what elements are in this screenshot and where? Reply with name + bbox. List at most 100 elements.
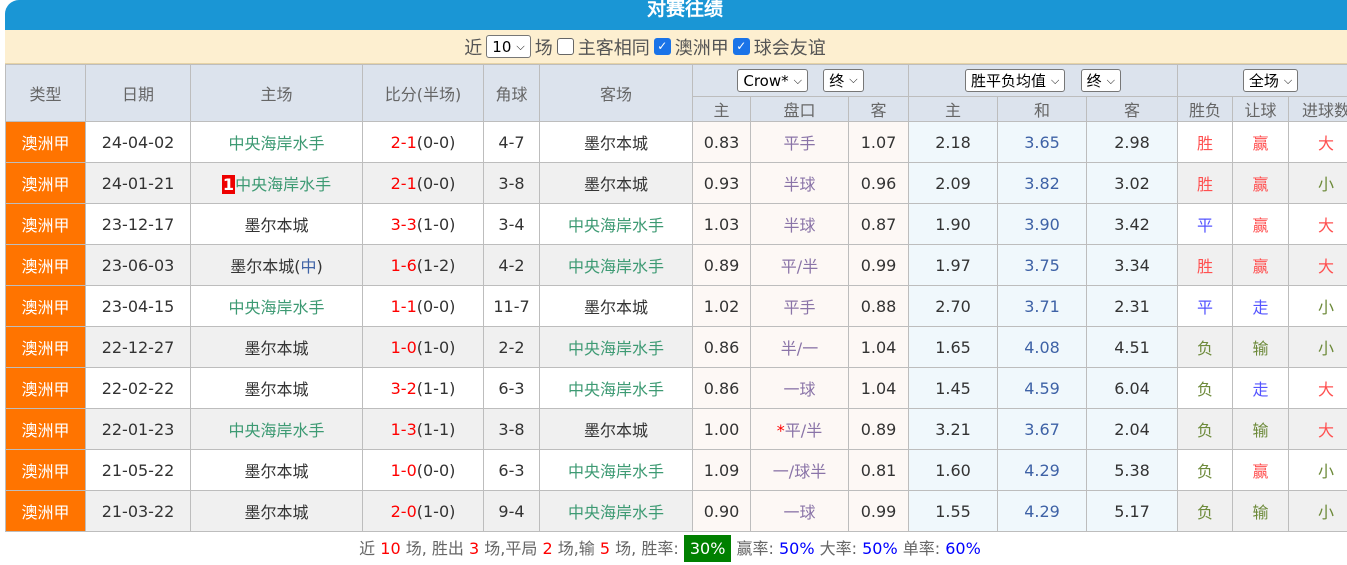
full-score: 2-1 — [391, 174, 417, 193]
full-score: 2-0 — [391, 502, 417, 521]
ah-line-cell[interactable]: 一球 — [751, 491, 849, 532]
eu-home-odds: 2.70 — [909, 286, 998, 327]
ah-line-cell[interactable]: 半球 — [751, 163, 849, 204]
score-cell[interactable]: 2-0(1-0) — [363, 491, 484, 532]
ah-away-odds: 0.99 — [849, 245, 909, 286]
ah-away-odds: 0.99 — [849, 491, 909, 532]
ah-line-cell[interactable]: *平/半 — [751, 409, 849, 450]
away-team-link[interactable]: 墨尔本城 — [584, 175, 648, 194]
league-cell[interactable]: 澳洲甲 — [6, 286, 86, 327]
date-cell: 23-04-15 — [86, 286, 191, 327]
match-count-select[interactable]: 10⌵ — [486, 35, 530, 58]
same-home-away-checkbox[interactable] — [557, 38, 574, 55]
ah-home-odds: 1.09 — [693, 450, 751, 491]
ah-stage-select[interactable]: 终⌵ — [823, 69, 863, 92]
away-team-link[interactable]: 墨尔本城 — [584, 298, 648, 317]
col-eu-home: 主 — [909, 97, 998, 122]
score-cell[interactable]: 1-6(1-2) — [363, 245, 484, 286]
league-cell[interactable]: 澳洲甲 — [6, 409, 86, 450]
away-team-link[interactable]: 墨尔本城 — [584, 421, 648, 440]
scope-select[interactable]: 全场⌵ — [1243, 69, 1298, 92]
half-score: (0-0) — [417, 174, 456, 193]
ah-line-cell[interactable]: 半/一 — [751, 327, 849, 368]
home-team-cell: 墨尔本城(中) — [191, 245, 363, 286]
home-team-link[interactable]: 中央海岸水手 — [228, 134, 324, 153]
home-team-link[interactable]: 中央海岸水手 — [228, 298, 324, 317]
eu-draw-odds: 4.59 — [998, 368, 1087, 409]
date-cell: 22-02-22 — [86, 368, 191, 409]
score-cell[interactable]: 1-0(0-0) — [363, 450, 484, 491]
handicap-result: 输 — [1233, 409, 1289, 450]
away-team-link[interactable]: 中央海岸水手 — [568, 503, 664, 522]
ah-line: 半球 — [783, 216, 815, 235]
league-cell[interactable]: 澳洲甲 — [6, 491, 86, 532]
eu-stage-value: 终 — [1087, 70, 1102, 91]
home-team-link[interactable]: 中央海岸水手 — [235, 175, 331, 194]
score-cell[interactable]: 1-3(1-1) — [363, 409, 484, 450]
league-cell[interactable]: 澳洲甲 — [6, 204, 86, 245]
home-team-link[interactable]: 墨尔本城 — [230, 257, 294, 276]
league-cell[interactable]: 澳洲甲 — [6, 163, 86, 204]
ah-line-cell[interactable]: 平手 — [751, 286, 849, 327]
home-team-link[interactable]: 墨尔本城 — [244, 503, 308, 522]
away-team-link[interactable]: 墨尔本城 — [584, 134, 648, 153]
eu-home-odds: 1.45 — [909, 368, 998, 409]
ah-line-cell[interactable]: 半球 — [751, 204, 849, 245]
ah-line-cell[interactable]: 一/球半 — [751, 450, 849, 491]
eu-draw-odds: 3.67 — [998, 409, 1087, 450]
half-score: (0-0) — [417, 133, 456, 152]
score-cell[interactable]: 1-1(0-0) — [363, 286, 484, 327]
away-team-cell: 墨尔本城 — [540, 122, 693, 163]
col-type: 类型 — [6, 65, 86, 122]
eu-home-odds: 2.09 — [909, 163, 998, 204]
home-team-link[interactable]: 墨尔本城 — [244, 216, 308, 235]
home-team-link[interactable]: 墨尔本城 — [244, 462, 308, 481]
chevron-down-icon: ⌵ — [794, 74, 802, 88]
half-score: (1-0) — [417, 215, 456, 234]
handicap-result: 赢 — [1233, 122, 1289, 163]
away-team-link[interactable]: 中央海岸水手 — [568, 257, 664, 276]
away-team-cell: 中央海岸水手 — [540, 204, 693, 245]
score-cell[interactable]: 1-0(1-0) — [363, 327, 484, 368]
date-cell: 23-06-03 — [86, 245, 191, 286]
summary-footer: 近 10 场, 胜出 3 场,平局 2 场,输 5 场, 胜率: 30% 赢率:… — [5, 532, 1347, 565]
euro-type-select[interactable]: 胜平负均值⌵ — [965, 69, 1065, 92]
unit-label: 场 — [535, 34, 553, 60]
home-team-link[interactable]: 墨尔本城 — [244, 380, 308, 399]
league-cell[interactable]: 澳洲甲 — [6, 368, 86, 409]
score-cell[interactable]: 2-1(0-0) — [363, 122, 484, 163]
league-cell[interactable]: 澳洲甲 — [6, 122, 86, 163]
league-cell[interactable]: 澳洲甲 — [6, 450, 86, 491]
win-loss-result: 负 — [1178, 491, 1233, 532]
eu-home-odds: 1.60 — [909, 450, 998, 491]
score-cell[interactable]: 3-2(1-1) — [363, 368, 484, 409]
league-cell[interactable]: 澳洲甲 — [6, 245, 86, 286]
away-team-link[interactable]: 中央海岸水手 — [568, 380, 664, 399]
away-team-cell: 墨尔本城 — [540, 163, 693, 204]
away-team-link[interactable]: 中央海岸水手 — [568, 216, 664, 235]
ah-line: 平/半 — [785, 421, 822, 440]
over-under-result: 小 — [1289, 450, 1347, 491]
win-loss-result: 平 — [1178, 204, 1233, 245]
away-team-link[interactable]: 中央海岸水手 — [568, 462, 664, 481]
full-score: 1-1 — [391, 297, 417, 316]
score-cell[interactable]: 3-3(1-0) — [363, 204, 484, 245]
company-select[interactable]: Crow*⌵ — [737, 69, 808, 92]
summary-text: 场,平局 — [479, 539, 542, 558]
away-team-link[interactable]: 中央海岸水手 — [568, 339, 664, 358]
league-cell[interactable]: 澳洲甲 — [6, 327, 86, 368]
eu-home-odds: 1.65 — [909, 327, 998, 368]
home-team-link[interactable]: 中央海岸水手 — [228, 421, 324, 440]
league-a-checkbox[interactable]: ✓ — [654, 38, 671, 55]
home-team-link[interactable]: 墨尔本城 — [244, 339, 308, 358]
col-eu-away: 客 — [1087, 97, 1178, 122]
eu-away-odds: 3.34 — [1087, 245, 1178, 286]
ah-line-cell[interactable]: 一球 — [751, 368, 849, 409]
eu-stage-select[interactable]: 终⌵ — [1081, 69, 1121, 92]
club-friendly-checkbox[interactable]: ✓ — [733, 38, 750, 55]
ah-line-cell[interactable]: 平手 — [751, 122, 849, 163]
scope-value: 全场 — [1249, 70, 1279, 91]
score-cell[interactable]: 2-1(0-0) — [363, 163, 484, 204]
ah-line-cell[interactable]: 平/半 — [751, 245, 849, 286]
over-under-result: 大 — [1289, 409, 1347, 450]
